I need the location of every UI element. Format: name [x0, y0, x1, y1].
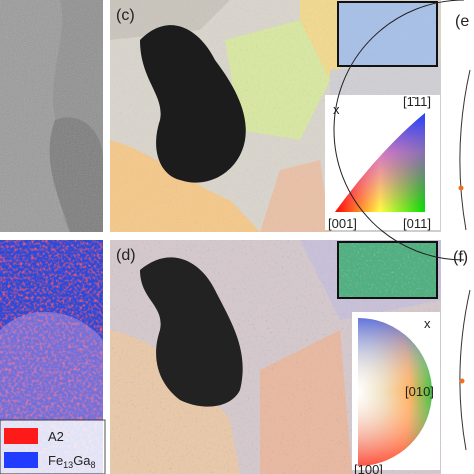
ipf-axis: x [333, 102, 340, 117]
phase-map: A2 Fe13Ga8 [0, 240, 106, 474]
ipf-corner: [010] [405, 384, 434, 399]
ipf-corner: [100] [354, 462, 383, 474]
ipf-corner: [011] [403, 216, 431, 231]
ipf-axis: x [424, 316, 431, 331]
legend-label: Fe13Ga8 [48, 453, 96, 470]
panel-c: (c) x [1̄11] [001] [011] [110, 0, 441, 232]
legend-label: A2 [48, 429, 64, 444]
pole-figures: (e (f) [333, 0, 471, 451]
legend-swatch [4, 428, 38, 444]
panel-label: (f) [453, 249, 468, 266]
panel-label: (e [455, 13, 469, 30]
legend-swatch [4, 452, 38, 468]
ipf-corner: [1̄11] [403, 94, 431, 109]
ipf-corner: [001] [328, 216, 357, 231]
sem-image [0, 0, 103, 232]
panel-label: (d) [116, 247, 136, 264]
panel-label: (c) [116, 7, 135, 24]
panel-d: (d) x [010] [100] [110, 240, 441, 474]
